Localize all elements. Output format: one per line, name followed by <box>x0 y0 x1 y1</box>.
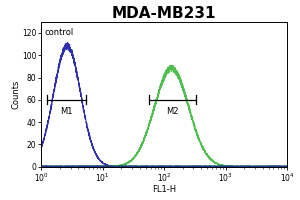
Text: M1: M1 <box>60 107 73 116</box>
Title: MDA-MB231: MDA-MB231 <box>112 6 216 21</box>
Text: M2: M2 <box>167 107 179 116</box>
X-axis label: FL1-H: FL1-H <box>152 185 176 194</box>
Text: control: control <box>44 28 74 37</box>
Y-axis label: Counts: Counts <box>12 80 21 109</box>
